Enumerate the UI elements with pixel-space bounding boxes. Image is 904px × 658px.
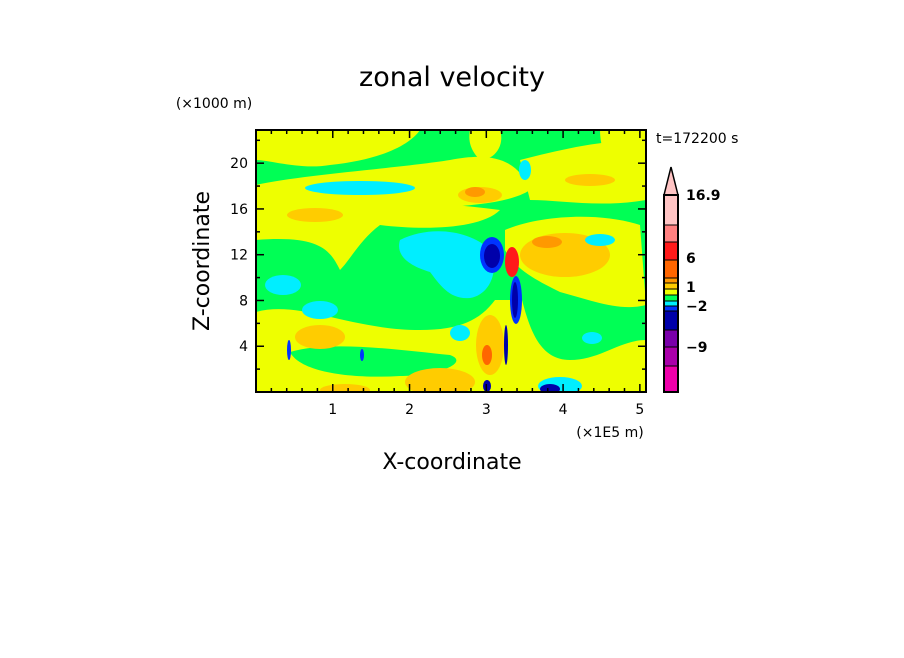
contour-region — [295, 325, 345, 349]
x-unit-label: (×1E5 m) — [576, 425, 643, 441]
contour-region — [505, 247, 519, 277]
contour-region — [532, 236, 562, 248]
contour-region — [405, 368, 475, 392]
chart-title: zonal velocity — [359, 62, 545, 93]
contour-region — [287, 208, 343, 222]
colorbar-swatch — [663, 305, 679, 312]
plot-frame — [255, 129, 647, 393]
colorbar: 16.9 6 1 −2 −9 — [663, 166, 721, 393]
contour-region — [287, 340, 291, 360]
contour-region — [519, 160, 531, 180]
contour-region — [504, 325, 508, 365]
colorbar-swatch — [663, 300, 679, 307]
contour-region — [520, 140, 646, 204]
colorbar-swatch — [663, 294, 679, 302]
contour-region — [256, 130, 420, 167]
contour-region — [482, 345, 492, 365]
x-tick-label: 4 — [559, 402, 568, 418]
colorbar-swatch — [663, 329, 679, 348]
contour-region — [305, 181, 415, 195]
contour-region — [320, 384, 370, 392]
y-tick-label: 12 — [230, 248, 248, 264]
colorbar-swatch — [663, 194, 679, 226]
time-label: t=172200 s — [656, 131, 738, 147]
y-tick-label: 20 — [230, 156, 248, 172]
colorbar-label: 16.9 — [686, 188, 721, 204]
contour-region — [465, 187, 485, 197]
colorbar-label: −9 — [686, 340, 707, 356]
colorbar-label: −2 — [686, 299, 707, 315]
x-tick-label: 1 — [328, 402, 337, 418]
contour-region — [512, 282, 518, 318]
colorbar-swatch — [663, 346, 679, 367]
contour-region — [265, 275, 301, 295]
contour-region — [450, 325, 470, 341]
colorbar-swatch — [663, 282, 679, 290]
contour-region — [399, 231, 494, 299]
colorbar-swatch — [663, 259, 679, 279]
contour-field — [256, 130, 646, 392]
contour-region — [290, 346, 457, 377]
contour-region — [540, 384, 560, 392]
y-tick-label: 16 — [230, 202, 248, 218]
colorbar-swatch — [663, 224, 679, 243]
y-axis-label: Z-coordinate — [190, 191, 215, 331]
colorbar-label: 6 — [686, 251, 696, 267]
contour-region — [585, 234, 615, 246]
contour-region — [484, 244, 500, 268]
colorbar-swatch — [663, 288, 679, 296]
contour-region — [582, 332, 602, 344]
y-tick-label: 8 — [239, 293, 248, 309]
contour-region — [360, 349, 364, 361]
x-tick-label: 3 — [482, 402, 491, 418]
y-tick-label: 4 — [239, 339, 248, 355]
colorbar-swatch — [663, 310, 679, 331]
contour-region — [302, 301, 338, 319]
colorbar-swatch — [663, 365, 679, 393]
colorbar-swatch — [663, 241, 679, 261]
contour-region — [476, 315, 504, 375]
x-axis-label: X-coordinate — [382, 450, 521, 475]
colorbar-max-arrow — [663, 166, 679, 196]
colorbar-label: 1 — [686, 280, 696, 296]
colorbar-swatch — [663, 277, 679, 284]
x-tick-label: 2 — [405, 402, 414, 418]
contour-region — [565, 174, 615, 186]
x-tick-label: 5 — [635, 402, 644, 418]
contour-region — [469, 130, 502, 160]
y-unit-label: (×1000 m) — [176, 96, 252, 112]
colorbar-frame — [663, 194, 679, 393]
